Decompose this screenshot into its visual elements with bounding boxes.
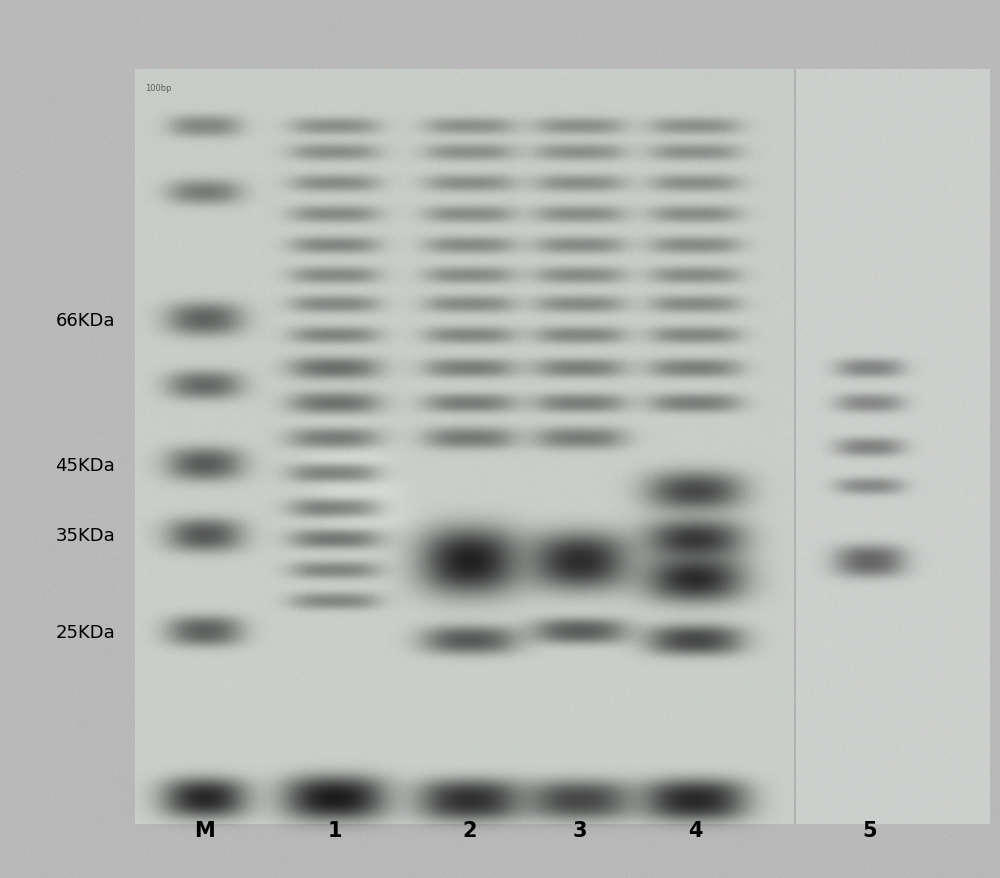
Text: 35KDa: 35KDa — [55, 527, 115, 544]
Text: 3: 3 — [573, 820, 587, 839]
Text: 25KDa: 25KDa — [55, 623, 115, 641]
Text: 4: 4 — [688, 820, 702, 839]
Text: M: M — [195, 820, 215, 839]
Text: 5: 5 — [863, 820, 877, 839]
Text: 2: 2 — [463, 820, 477, 839]
Text: 1: 1 — [328, 820, 342, 839]
Text: 45KDa: 45KDa — [55, 457, 115, 474]
Text: 66KDa: 66KDa — [56, 312, 115, 329]
Text: 100bp: 100bp — [145, 83, 172, 92]
